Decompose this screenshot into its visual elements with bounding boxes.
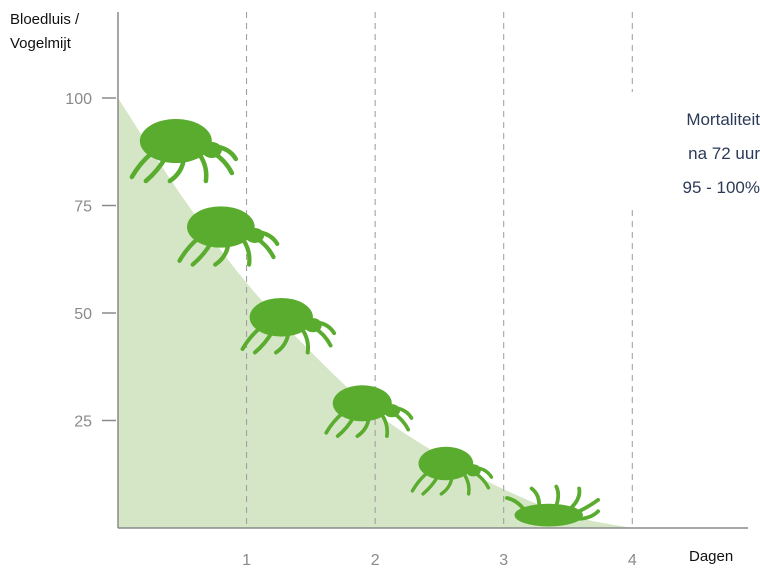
- y-axis-label: Bloedluis / Vogelmijt: [10, 8, 79, 56]
- mite-icon-5: [410, 446, 494, 496]
- mite-leg-6: [575, 509, 601, 521]
- mite-leg-1: [177, 236, 201, 263]
- mite-leg-4: [569, 486, 582, 510]
- mite-leg-3: [355, 416, 371, 438]
- mite-icon-4: [324, 385, 414, 438]
- annotation-line-2: na 72 uur: [688, 144, 760, 163]
- y-tick-label-25: 25: [74, 414, 92, 431]
- mite-leg-4: [380, 412, 390, 438]
- x-tick-label-2: 2: [371, 552, 380, 569]
- mite-leg-2: [421, 473, 440, 496]
- mite-leg-6: [258, 230, 280, 247]
- annotation-line-1: Mortaliteit: [686, 110, 760, 129]
- mite-leg-5: [577, 497, 601, 514]
- marker-layer: [129, 119, 601, 527]
- mite-leg-2: [335, 414, 356, 438]
- mite-leg-3: [167, 156, 187, 184]
- mite-leg-4: [300, 327, 310, 355]
- y-tick-label-100: 100: [65, 91, 92, 108]
- mite-leg-1: [505, 496, 526, 512]
- mite-leg-5: [312, 325, 333, 348]
- mite-leg-1: [240, 325, 263, 351]
- mite-body: [418, 446, 474, 481]
- mite-leg-1: [410, 470, 430, 493]
- mortality-annotation: Mortaliteit na 72 uur 95 - 100%: [642, 103, 760, 205]
- mite-leg-1: [324, 411, 345, 435]
- x-tick-label-4: 4: [628, 552, 637, 569]
- x-axis-label: Dagen: [689, 548, 734, 565]
- y-axis-label-line-1: Bloedluis /: [10, 11, 80, 28]
- y-tick-label-75: 75: [74, 199, 92, 216]
- mite-leg-6: [394, 406, 414, 420]
- mite-body: [139, 119, 212, 163]
- mite-leg-6: [316, 320, 337, 336]
- mite-leg-5: [391, 411, 411, 432]
- mite-leg-5: [473, 470, 491, 490]
- mite-leg-2: [143, 154, 169, 184]
- mite-leg-5: [254, 236, 276, 260]
- y-tick-label-50: 50: [74, 306, 92, 323]
- mite-body: [249, 297, 313, 337]
- dead-mite-icon: [505, 484, 601, 527]
- mite-leg-5: [211, 150, 235, 176]
- mite-body: [332, 385, 392, 422]
- mite-icon-3: [240, 297, 337, 355]
- mite-leg-3: [213, 241, 231, 267]
- mite-leg-4: [241, 238, 252, 267]
- mite-leg-4: [462, 472, 471, 496]
- x-tick-label-1: 1: [242, 552, 251, 569]
- mite-leg-3: [274, 331, 291, 355]
- mite-leg-3: [439, 475, 454, 496]
- mite-leg-3: [554, 484, 561, 508]
- mite-icon-1: [129, 119, 239, 184]
- axis-layer: 100 75 50 25 1 2 3 4: [65, 12, 748, 569]
- mite-leg-6: [476, 466, 494, 479]
- mite-leg-2: [252, 329, 275, 355]
- mite-leg-2: [529, 486, 542, 508]
- mite-body: [187, 206, 255, 248]
- mite-leg-6: [215, 144, 239, 162]
- annotation-line-3: 95 - 100%: [682, 178, 760, 197]
- mite-leg-1: [129, 150, 155, 180]
- mite-leg-2: [190, 239, 214, 267]
- grid-layer: [246, 12, 633, 528]
- x-tick-label-3: 3: [499, 552, 508, 569]
- mite-leg-4: [197, 152, 209, 184]
- mite-body: [514, 503, 583, 527]
- mite-icon-2: [177, 206, 280, 267]
- y-axis-label-line-2: Vogelmijt: [10, 35, 71, 52]
